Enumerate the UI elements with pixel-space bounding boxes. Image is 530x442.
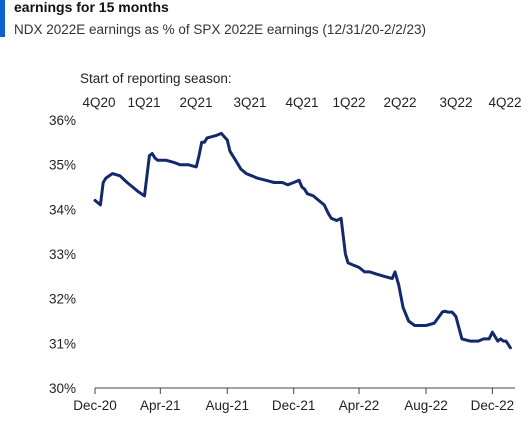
series-line bbox=[93, 131, 512, 350]
season-header-label: Start of reporting season: bbox=[80, 71, 232, 86]
season-label: 4Q22 bbox=[488, 95, 521, 110]
y-tick-label: 30% bbox=[49, 381, 76, 396]
x-tick-label: Dec-20 bbox=[73, 398, 117, 413]
season-label: 1Q21 bbox=[127, 95, 160, 110]
y-tick-label: 31% bbox=[49, 336, 76, 351]
x-tick-label: Dec-22 bbox=[471, 398, 515, 413]
y-tick-label: 33% bbox=[49, 247, 76, 262]
chart-subtitle: NDX 2022E earnings as % of SPX 2022E ear… bbox=[14, 22, 426, 37]
season-label: 3Q22 bbox=[439, 95, 472, 110]
y-tick-label: 32% bbox=[49, 292, 76, 307]
y-axis: 30% 31% 32% 33% 34% 35% 36% bbox=[49, 113, 76, 396]
season-label: 4Q21 bbox=[285, 95, 318, 110]
y-tick-label: 34% bbox=[49, 202, 76, 217]
x-tick-label: Apr-21 bbox=[140, 398, 181, 413]
season-labels: 4Q20 1Q21 2Q21 3Q21 4Q21 1Q22 2Q22 3Q22 4Q22 bbox=[82, 95, 521, 110]
x-axis: Dec-20 Apr-21 Aug-21 Dec-21 Apr-22 Aug-22 Dec-… bbox=[73, 387, 515, 413]
x-tick-label: Aug-21 bbox=[206, 398, 250, 413]
y-tick-label: 36% bbox=[49, 113, 76, 128]
chart-title: earnings for 15 months bbox=[14, 0, 169, 15]
season-label: 2Q22 bbox=[383, 95, 416, 110]
season-label: 3Q21 bbox=[233, 95, 266, 110]
y-tick-label: 35% bbox=[49, 158, 76, 173]
x-tick-label: Dec-21 bbox=[272, 398, 316, 413]
x-tick-label: Aug-22 bbox=[404, 398, 448, 413]
season-label: 4Q20 bbox=[82, 95, 115, 110]
x-tick-label: Apr-22 bbox=[339, 398, 380, 413]
season-label: 1Q22 bbox=[332, 95, 365, 110]
title-accent-bar bbox=[0, 0, 5, 37]
season-label: 2Q21 bbox=[179, 95, 212, 110]
